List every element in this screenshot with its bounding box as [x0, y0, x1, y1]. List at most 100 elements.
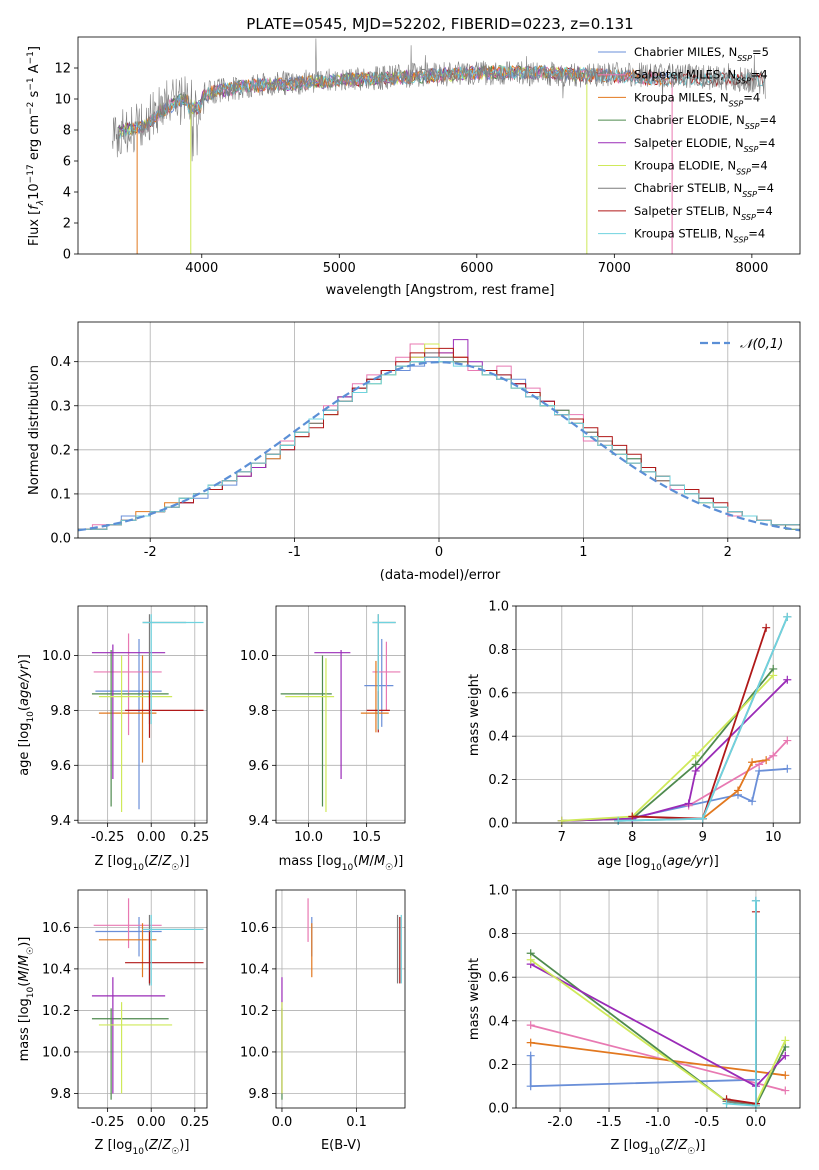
- x-axis-label: mass [log10(M/M☉)]: [279, 854, 404, 873]
- x-tick-label: 0.0: [272, 1115, 293, 1130]
- y-tick-label: 0.1: [50, 487, 71, 502]
- legend-label: Kroupa STELIB, NSSP=4: [634, 227, 765, 245]
- legend-label: Kroupa ELODIE, NSSP=4: [634, 159, 768, 177]
- x-axis-label: Z [log10(Z/Z☉)]: [95, 854, 190, 873]
- x-tick-label: -0.5: [694, 1115, 719, 1130]
- plot-frame: [275, 605, 406, 824]
- legend-label: Chabrier MILES, NSSP=5: [634, 45, 769, 63]
- mass-weight-point: [751, 896, 760, 905]
- mass-weight-point: [781, 1086, 790, 1095]
- legend-label: Salpeter ELODIE, NSSP=4: [634, 136, 775, 154]
- plot-frame: [515, 605, 801, 824]
- axes-mass-vs-EBV: 0.0 0.1 9.8 10.0 10.2 10.4 10.6 E(B-V): [240, 889, 406, 1153]
- y-tick-label: 10.0: [240, 649, 269, 664]
- mass-weight-series: [561, 668, 774, 822]
- x-tick-label: 10: [765, 830, 782, 845]
- x-tick-label: 2: [724, 545, 732, 560]
- x-tick-label: 5000: [323, 261, 356, 276]
- plot-frame: [275, 889, 406, 1109]
- y-tick-label: 0.6: [488, 686, 509, 701]
- x-tick-label: 0: [435, 545, 443, 560]
- y-tick-label: 4: [63, 186, 71, 201]
- mass-weight-point: [783, 675, 792, 684]
- axes-age-vs-Z: -0.25 0.00 0.25 9.4 9.6 9.8 10.0 Z [log10(Z/Z☉)…: [17, 605, 209, 873]
- x-tick-label: -1.0: [645, 1115, 670, 1130]
- y-tick-label: 0.6: [488, 971, 509, 986]
- mass-weight-point: [748, 758, 757, 767]
- mass-weight-series: [726, 911, 757, 1105]
- y-tick-label: 0.0: [488, 1102, 509, 1117]
- y-tick-label: 10.2: [240, 1004, 269, 1019]
- y-tick-label: 1.0: [488, 600, 509, 615]
- y-tick-label: 9.8: [50, 1087, 71, 1102]
- mass-weight-series: [530, 1041, 786, 1077]
- mass-weight-point: [526, 955, 535, 964]
- plot-frame: [77, 889, 208, 1109]
- mass-weight-series: [632, 627, 768, 820]
- legend-label: Chabrier ELODIE, NSSP=4: [634, 113, 776, 131]
- x-axis-label: Z [log10(Z/Z☉)]: [611, 1138, 706, 1157]
- y-axis-label: Normed distribution: [27, 365, 42, 495]
- y-tick-label: 0.0: [488, 817, 509, 832]
- y-tick-label: 0.2: [488, 773, 509, 788]
- y-tick-label: 9.4: [50, 814, 71, 829]
- histogram-series: [78, 356, 800, 530]
- legend-label: Salpeter MILES, NSSP=4: [634, 68, 768, 86]
- y-axis-label: Flux [fλ10−17 erg cm−2 s−1 A−1]: [26, 46, 46, 246]
- x-tick-label: -2.0: [547, 1115, 572, 1130]
- y-tick-label: 10.0: [42, 1045, 71, 1060]
- mass-weight-point: [748, 797, 757, 806]
- mass-weight-point: [751, 1101, 760, 1110]
- x-tick-label: 7: [558, 830, 566, 845]
- mass-weight-series: [530, 952, 787, 1107]
- y-tick-label: 9.8: [248, 704, 269, 719]
- y-tick-label: 9.4: [248, 814, 269, 829]
- plot-frame: [77, 605, 208, 824]
- mass-weight-point: [614, 816, 623, 825]
- y-tick-label: 0.8: [488, 643, 509, 658]
- mass-weight-point: [526, 1038, 535, 1047]
- y-tick-label: 10.0: [42, 649, 71, 664]
- mass-weight-point: [762, 756, 771, 765]
- axes-age-vs-mass: 10.0 10.5 9.4 9.6 9.8 10.0 mass [log10(M/M☉)]: [240, 605, 406, 873]
- mass-weight-point: [722, 1099, 731, 1108]
- mass-weight-series: [561, 674, 774, 822]
- y-tick-label: 10.4: [42, 962, 71, 977]
- legend-label: 𝒩(0,1): [740, 337, 783, 352]
- x-axis-label: E(B-V): [321, 1138, 361, 1153]
- axes-mass-weight-vs-Z: -2.0 -1.5 -1.0 -0.5 0.0 0.0 0.2 0.4 0.6 0.8 1.0 Z […: [467, 884, 801, 1157]
- plot-frame: [515, 889, 801, 1109]
- y-tick-label: 10.6: [240, 921, 269, 936]
- x-tick-label: 4000: [185, 261, 218, 276]
- x-axis-label: Z [log10(Z/Z☉)]: [95, 1138, 190, 1157]
- plot-frame: [77, 321, 801, 539]
- panels: 4000 5000 6000 7000 8000024681012wavelength …: [17, 36, 801, 1157]
- x-tick-label: 10.0: [294, 830, 323, 845]
- x-tick-label: 7000: [598, 261, 631, 276]
- mass-weight-series: [726, 900, 757, 1107]
- legend-label: Chabrier STELIB, NSSP=4: [634, 181, 774, 199]
- mass-weight-point: [557, 816, 566, 825]
- normal-reference-curve: [77, 360, 801, 532]
- x-tick-label: -0.25: [91, 830, 125, 845]
- y-tick-label: 0.8: [488, 927, 509, 942]
- x-tick-label: 8: [628, 830, 636, 845]
- x-tick-label: 0.00: [137, 830, 166, 845]
- mass-weight-point: [769, 671, 778, 680]
- y-tick-label: 0.2: [50, 443, 71, 458]
- y-axis-label: age [log10(age/yr)]: [17, 654, 36, 776]
- x-tick-label: 0.25: [180, 1115, 209, 1130]
- x-axis-label: age [log10(age/yr)]: [597, 854, 719, 873]
- mass-weight-point: [783, 736, 792, 745]
- legend-label: Kroupa MILES, NSSP=4: [634, 90, 760, 108]
- mass-weight-point: [762, 623, 771, 632]
- axes-residuals: -2 -1 0 1 2 0.0 0.1 0.2 0.3 0.4 𝒩(0,1) (data-model)…: [27, 321, 801, 583]
- y-tick-label: 9.8: [248, 1087, 269, 1102]
- y-tick-label: 0.4: [488, 730, 509, 745]
- x-tick-label: 1: [579, 545, 587, 560]
- axes-mass-weight-vs-age: 7 8 9 10 0.0 0.2 0.4 0.6 0.8 1.0 age [log10(age/yr…: [467, 600, 801, 873]
- legend-label: Salpeter STELIB, NSSP=4: [634, 204, 773, 222]
- mass-weight-point: [526, 1051, 535, 1060]
- y-tick-label: 0: [63, 248, 71, 263]
- axes-spectrum: 4000 5000 6000 7000 8000 0 2 4 6 8 10 12 wavelength …: [26, 36, 801, 298]
